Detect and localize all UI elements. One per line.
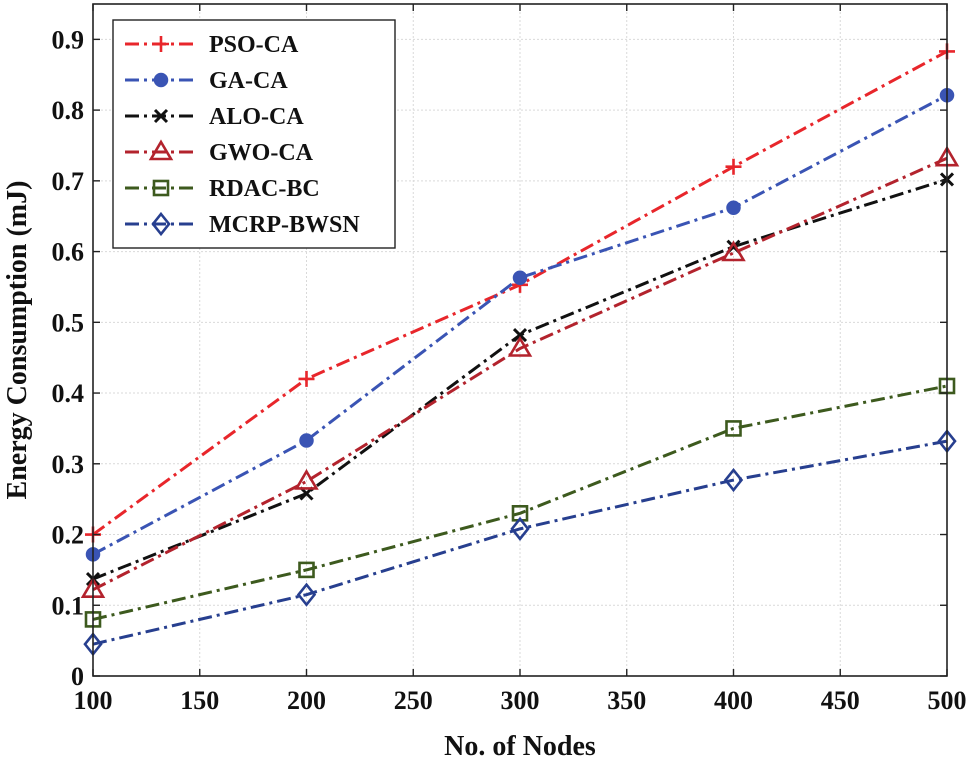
series-line-gwo-ca xyxy=(92,156,948,592)
y-axis-title: Energy Consumption (mJ) xyxy=(2,181,33,500)
legend-marker xyxy=(153,72,169,88)
legend-marker xyxy=(153,108,169,124)
data-point-ga-ca xyxy=(726,200,741,215)
legend-marker xyxy=(152,179,170,197)
legend-marker xyxy=(151,211,171,237)
data-point-ga-ca xyxy=(512,270,528,286)
series-layer xyxy=(80,43,960,657)
data-point-alo-ca xyxy=(512,327,528,343)
legend-label: GWO-CA xyxy=(209,140,314,166)
legend-label: GA-CA xyxy=(209,68,288,94)
data-point-gwo-ca xyxy=(721,240,746,262)
series-line-rdac-bc xyxy=(92,384,948,621)
data-point-mcrp-bwsn xyxy=(510,516,530,541)
x-tick-label: 350 xyxy=(607,686,646,715)
legend-entry-gwo-ca: GWO-CA xyxy=(125,139,314,166)
legend-label: ALO-CA xyxy=(209,104,304,130)
y-tick-label: 0.7 xyxy=(52,167,85,196)
y-tick-label: 0.8 xyxy=(52,96,85,125)
data-point-pso-ca xyxy=(725,158,742,175)
data-point-gwo-ca xyxy=(507,335,533,357)
data-point-rdac-bc xyxy=(725,420,742,437)
y-tick-label: 0.1 xyxy=(52,591,85,620)
y-tick-label: 0 xyxy=(71,662,84,691)
legend-label: MCRP-BWSN xyxy=(209,212,360,238)
axis-ticks: 100 150 200 250 300 350 400 450 500 0 0.1 0.2 0.3 0.4… xyxy=(52,4,967,715)
legend-entry-mcrp-bwsn: MCRP-BWSN xyxy=(125,211,360,238)
legend-box xyxy=(112,19,396,249)
x-tick-label: 300 xyxy=(501,686,540,715)
series-line-ga-ca xyxy=(92,93,948,556)
legend-marker xyxy=(148,139,174,161)
x-tick-label: 100 xyxy=(74,686,113,715)
x-tick-label: 500 xyxy=(928,686,967,715)
x-tick-label: 250 xyxy=(394,686,433,715)
data-point-gwo-ca xyxy=(294,468,319,490)
y-tick-label: 0.9 xyxy=(52,25,85,54)
x-tick-label: 200 xyxy=(287,686,326,715)
y-tick-label: 0.5 xyxy=(52,308,85,337)
data-point-ga-ca xyxy=(299,433,314,448)
legend-label: PSO-CA xyxy=(209,32,299,58)
series-line-mcrp-bwsn xyxy=(92,439,948,646)
x-tick-label: 150 xyxy=(180,686,219,715)
data-point-mcrp-bwsn xyxy=(723,467,744,493)
data-point-pso-ca xyxy=(298,370,315,387)
legend-entry-rdac-bc: RDAC-BC xyxy=(125,176,320,202)
legend-entry-alo-ca: ALO-CA xyxy=(125,104,304,130)
y-tick-label: 0.6 xyxy=(52,238,85,267)
data-point-mcrp-bwsn xyxy=(296,582,317,607)
x-tick-label: 450 xyxy=(821,686,860,715)
legend-label: RDAC-BC xyxy=(209,176,320,202)
x-axis-title: No. of Nodes xyxy=(444,731,596,762)
data-point-rdac-bc xyxy=(298,561,315,579)
x-tick-label: 400 xyxy=(714,686,753,715)
y-tick-label: 0.4 xyxy=(52,379,85,408)
y-tick-label: 0.2 xyxy=(52,521,85,550)
y-tick-label: 0.3 xyxy=(52,450,85,479)
legend-marker xyxy=(153,36,169,52)
legend: PSO-CA GA-CA ALO-CA GWO-CA RDAC-BC MCRP-BWSN xyxy=(112,19,396,249)
legend-entry-pso-ca: PSO-CA xyxy=(125,32,299,58)
legend-entry-ga-ca: GA-CA xyxy=(125,68,288,94)
